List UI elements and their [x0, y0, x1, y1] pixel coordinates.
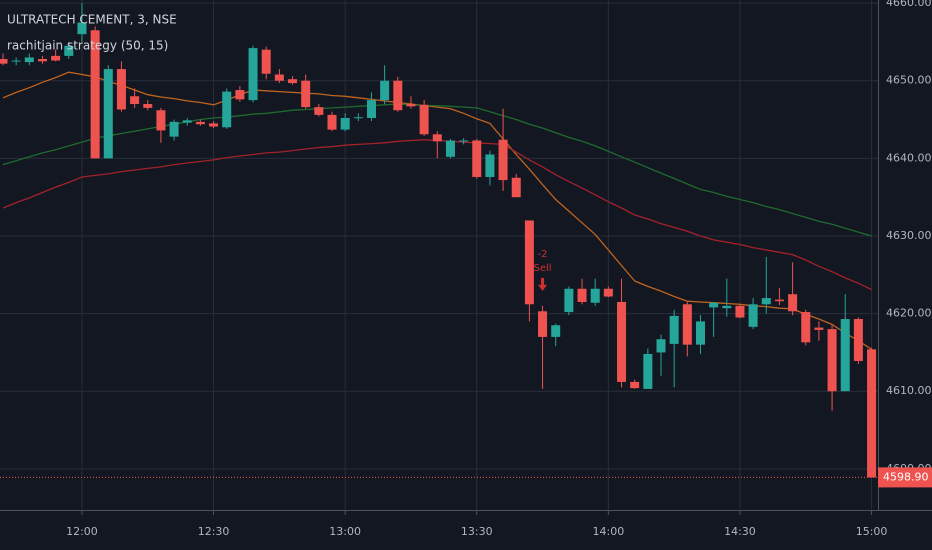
candle-body [827, 329, 837, 392]
candle-body [774, 299, 784, 302]
candle-body [248, 48, 258, 101]
candle-body [143, 104, 153, 108]
grid [0, 0, 878, 510]
candle-body [209, 123, 219, 127]
x-tick-label: 15:00 [856, 525, 888, 538]
candle-body [301, 80, 311, 108]
candle-body [853, 319, 863, 361]
candle-body [682, 304, 692, 345]
candle-body [656, 339, 666, 353]
candle-body [603, 288, 613, 297]
candle-body [840, 319, 850, 392]
x-tick-label: 14:00 [593, 525, 625, 538]
candle-body [735, 305, 745, 318]
candle-body [235, 90, 245, 100]
last-price-tag [878, 467, 932, 488]
candle-body [551, 325, 561, 337]
candle-body [77, 22, 87, 35]
candle-body [37, 58, 47, 62]
candle-body [103, 69, 113, 159]
x-tick-label: 13:30 [461, 525, 493, 538]
candle-body [617, 301, 627, 382]
candle-body [51, 55, 61, 61]
candle-body [538, 311, 548, 337]
candle-body [419, 104, 429, 135]
annotation-text: -2 [538, 249, 548, 260]
candle-body [445, 140, 455, 157]
candle-body [695, 321, 705, 345]
candle-body [274, 74, 284, 81]
candle-body [485, 154, 495, 177]
candle-body [432, 134, 442, 142]
candle-body [801, 312, 811, 343]
candle-body [459, 140, 469, 142]
candles [0, 3, 877, 478]
candle-body [564, 288, 574, 313]
x-tick-label: 12:30 [198, 525, 230, 538]
candle-body [11, 60, 21, 62]
y-tick-label: 4610.00 [886, 384, 932, 397]
candle-body [630, 381, 640, 389]
y-tick-label: 4620.00 [886, 307, 932, 320]
candle-body [261, 49, 271, 74]
y-tick-label: 4640.00 [886, 151, 932, 164]
candle-body [156, 110, 166, 131]
annotation-text: Sell [534, 263, 552, 274]
moving-average-line [2, 103, 872, 237]
candle-body [222, 91, 232, 128]
last-price-label: 4598.90 [883, 470, 929, 483]
candle-body [90, 30, 100, 159]
candle-body [288, 79, 298, 84]
candle-body [353, 117, 363, 119]
candle-body [524, 220, 534, 305]
candle-body [472, 140, 482, 177]
candle-body [761, 298, 771, 305]
candle-body [314, 107, 324, 115]
candle-body [498, 139, 508, 181]
candle-body [340, 117, 350, 130]
candle-body [590, 288, 600, 303]
y-tick-label: 4630.00 [886, 229, 932, 242]
x-tick-label: 14:30 [724, 525, 756, 538]
candle-body [182, 120, 192, 123]
candle-body [24, 57, 34, 63]
candle-body [814, 327, 824, 330]
candle-body [577, 288, 587, 302]
candle-body [130, 96, 140, 105]
candle-body [788, 294, 798, 312]
axes: 4600.004610.004620.004630.004640.004650.… [66, 0, 931, 538]
candle-body [406, 104, 416, 107]
candle-body [0, 58, 8, 64]
candle-body [393, 80, 403, 111]
candle-body [327, 114, 337, 130]
candle-body [709, 302, 719, 308]
candle-body [116, 69, 126, 110]
sell-arrow [538, 277, 548, 291]
y-tick-label: 4660.00 [886, 0, 932, 9]
candle-body [195, 121, 205, 125]
candle-body [380, 80, 390, 101]
candle-body [748, 304, 758, 327]
candle-body [64, 45, 74, 56]
candle-body [511, 177, 521, 198]
candle-body [722, 305, 732, 309]
chart-subtitle: rachitjain strategy (50, 15) [7, 39, 168, 53]
x-tick-label: 13:00 [329, 525, 361, 538]
candle-body [366, 100, 376, 118]
candle-body [643, 353, 653, 389]
y-tick-label: 4650.00 [886, 74, 932, 87]
candle-body [867, 349, 877, 478]
candle-body [169, 121, 179, 137]
x-tick-label: 12:00 [66, 525, 98, 538]
candle-body [669, 315, 679, 344]
chart-title: ULTRATECH CEMENT, 3, NSE [7, 13, 177, 27]
